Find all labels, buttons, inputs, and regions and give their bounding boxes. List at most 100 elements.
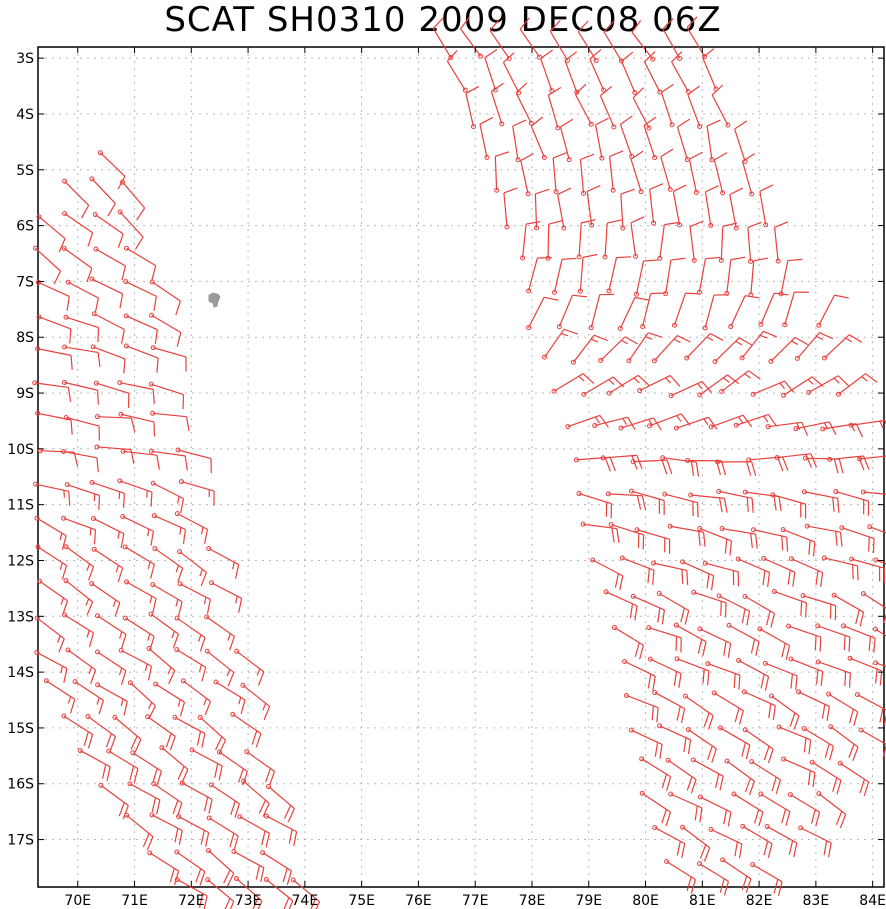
barb-flag-full (53, 270, 62, 285)
wind-barb (657, 723, 692, 755)
barb-shaft (446, 60, 466, 91)
barb-flag-full (535, 188, 550, 195)
barb-station (206, 545, 212, 551)
barb-flag-full (790, 673, 793, 689)
barb-shaft (790, 658, 823, 673)
barb-flag-full (705, 185, 719, 193)
wind-barb (840, 623, 876, 653)
barb-shaft (268, 786, 295, 810)
barb-flag-full (69, 699, 76, 714)
barb-shaft (64, 212, 93, 234)
wind-barb (124, 812, 154, 851)
barb-flag-half (179, 527, 182, 535)
barb-station (92, 212, 98, 218)
wind-barb (750, 527, 789, 552)
barb-flag-full (738, 710, 744, 725)
wind-barb (626, 332, 663, 364)
wind-barb (63, 414, 100, 441)
barb-flag-full (641, 495, 647, 511)
barb-shaft (579, 257, 584, 292)
barb-shaft (66, 416, 100, 427)
barb-flag-full (156, 770, 162, 786)
wind-barb (34, 649, 68, 683)
barb-shaft (765, 662, 798, 677)
wind-barb (680, 559, 715, 591)
barb-shaft (126, 247, 157, 267)
barb-flag-full (637, 374, 650, 386)
barb-station (781, 756, 787, 762)
wind-barb (798, 825, 832, 858)
barb-shaft (771, 695, 800, 717)
barb-shaft (63, 517, 96, 531)
barb-station (574, 89, 580, 95)
wind-barb (577, 253, 598, 294)
longitude-labels: 70E 71E 72E 73E 74E 75E 76E 77E 78E 79E 80E 81E 82E 8… (64, 893, 886, 909)
wind-barb (540, 49, 555, 94)
barb-flag-half (119, 631, 123, 639)
barb-flag-full (652, 570, 655, 585)
barb-station (691, 589, 697, 595)
barb-shaft (720, 727, 751, 746)
barb-station (798, 825, 804, 831)
lon-label: 71E (121, 893, 148, 909)
barb-shaft (119, 480, 153, 493)
barb-flag-full (852, 564, 854, 580)
barb-station (124, 579, 130, 585)
barb-station (32, 245, 38, 251)
barb-station (601, 87, 607, 93)
barb-flag-full (87, 232, 94, 247)
barb-flag-full (868, 636, 872, 651)
barb-shaft (578, 222, 582, 257)
barb-flag-full (716, 460, 722, 476)
barb-shaft (63, 715, 93, 735)
barb-flag-full (117, 233, 124, 248)
wind-barb (206, 545, 240, 579)
barb-flag-full (607, 219, 622, 224)
barb-flag-full (807, 770, 811, 786)
lat-label: 5S (16, 163, 34, 179)
barb-shaft (710, 828, 743, 845)
wind-barb (479, 116, 494, 160)
barb-flag-full (177, 568, 184, 583)
wind-barb (175, 447, 212, 474)
wind-barb (459, 16, 484, 59)
barb-flag-full (741, 742, 747, 757)
barb-shaft (589, 58, 605, 91)
wind-barb (603, 20, 624, 64)
barb-flag-full (58, 638, 65, 653)
barb-flag-full (201, 733, 206, 748)
barb-shaft (521, 224, 527, 258)
wind-barb (152, 546, 184, 583)
wind-barb (124, 579, 157, 613)
barb-flag-full (848, 334, 863, 343)
barb-flag-full (669, 375, 681, 387)
barb-flag-full (609, 150, 624, 157)
wind-barb (761, 555, 796, 587)
barb-station (62, 612, 68, 618)
barb-station (556, 324, 562, 330)
barb-flag-full (844, 671, 847, 687)
wind-barb (652, 825, 686, 858)
wind-barb (120, 514, 154, 546)
barb-station (652, 689, 658, 695)
wind-barb (686, 16, 708, 60)
wind-barb (854, 692, 886, 725)
wind-barb (118, 411, 156, 437)
barb-flag-full (564, 51, 578, 61)
barb-flag-full (582, 253, 598, 258)
barb-shaft (512, 126, 519, 160)
wind-barb (782, 291, 809, 328)
barb-flag-full (199, 871, 206, 886)
wind-barb (660, 148, 674, 192)
barb-flag-half (175, 599, 179, 607)
barb-shaft (824, 557, 858, 567)
barb-shaft (704, 294, 715, 329)
wind-barb (290, 877, 321, 909)
barb-flag-full (660, 148, 674, 158)
barb-shaft (851, 419, 885, 426)
barb-station (809, 759, 815, 765)
wind-barb (611, 625, 645, 660)
barb-station (705, 661, 711, 667)
barb-flag-full (787, 258, 803, 262)
